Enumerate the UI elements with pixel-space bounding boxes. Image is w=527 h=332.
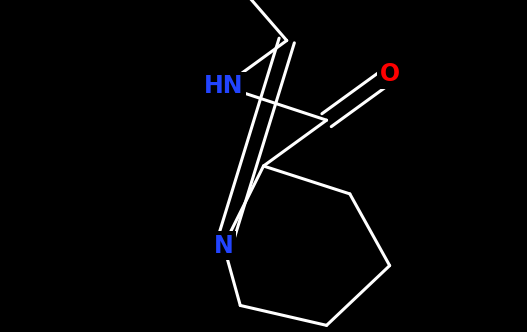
Text: N: N (214, 234, 233, 258)
Text: O: O (379, 62, 399, 86)
Text: HN: HN (204, 74, 243, 98)
